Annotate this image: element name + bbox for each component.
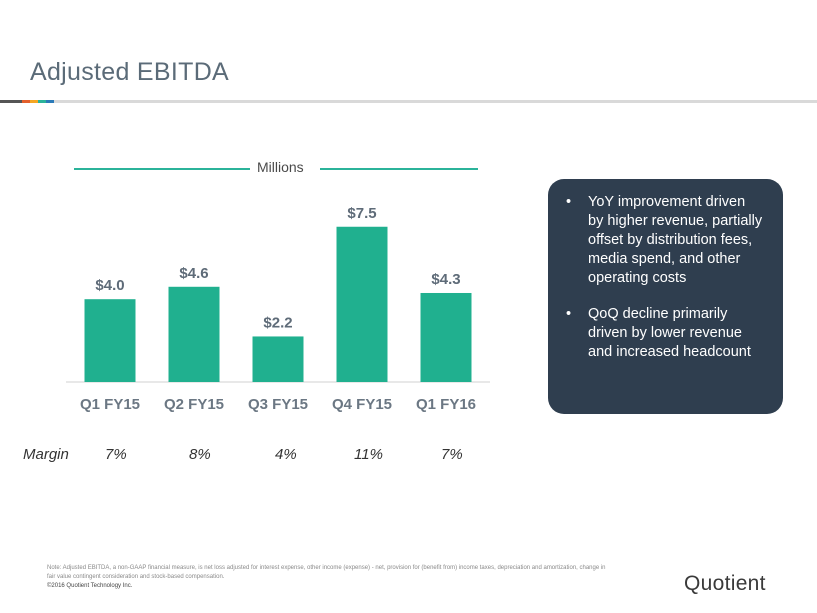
x-tick-label: Q2 FY15 [164, 396, 224, 413]
units-line-right [320, 168, 478, 170]
bar-q3-fy15 [252, 336, 304, 382]
x-tick-label: Q1 FY15 [80, 396, 140, 413]
page-title: Adjusted EBITDA [30, 58, 230, 86]
x-tick-label: Q3 FY15 [248, 396, 308, 413]
quotient-logo: Quotient [684, 572, 766, 595]
accent-segment [38, 100, 46, 103]
accent-segment [54, 100, 817, 103]
margin-value: 4% [275, 446, 297, 463]
margin-row: Margin 7% 8% 4% 11% 7% [0, 446, 500, 466]
units-label: Millions [257, 159, 304, 175]
data-label: $4.6 [179, 265, 208, 282]
margin-value: 7% [441, 446, 463, 463]
accent-segment [0, 100, 22, 103]
bullet-icon: • [566, 194, 572, 210]
margin-value: 11% [354, 446, 383, 463]
bar-q2-fy15 [168, 286, 220, 382]
bar-q1-fy16 [420, 292, 472, 382]
data-label: $4.3 [431, 271, 460, 288]
title-accent-rule [0, 100, 817, 103]
bar-q4-fy15 [336, 226, 388, 382]
data-label: $2.2 [263, 314, 292, 331]
margin-value: 8% [189, 446, 211, 463]
margin-label: Margin [23, 446, 69, 463]
footnote: Note: Adjusted EBITDA, a non-GAAP financ… [47, 565, 606, 580]
bar-q1-fy15 [84, 299, 136, 382]
copyright: ©2016 Quotient Technology Inc. [47, 583, 133, 589]
callout-text: QoQ decline primarily driven by lower re… [588, 306, 751, 360]
bullet-icon: • [566, 306, 572, 322]
accent-segment [30, 100, 38, 103]
commentary-callout: • YoY improvement driven by higher reven… [548, 179, 783, 414]
callout-text: YoY improvement driven by higher revenue… [588, 194, 763, 286]
callout-bullet-item: • YoY improvement driven by higher reven… [566, 193, 763, 288]
margin-value: 7% [105, 446, 127, 463]
x-tick-label: Q1 FY16 [416, 396, 476, 413]
data-label: $7.5 [347, 205, 376, 222]
data-label: $4.0 [95, 277, 124, 294]
accent-segment [46, 100, 54, 103]
x-tick-label: Q4 FY15 [332, 396, 392, 413]
accent-segment [22, 100, 30, 103]
callout-bullet-item: • QoQ decline primarily driven by lower … [566, 305, 763, 362]
units-line-left [74, 168, 250, 170]
